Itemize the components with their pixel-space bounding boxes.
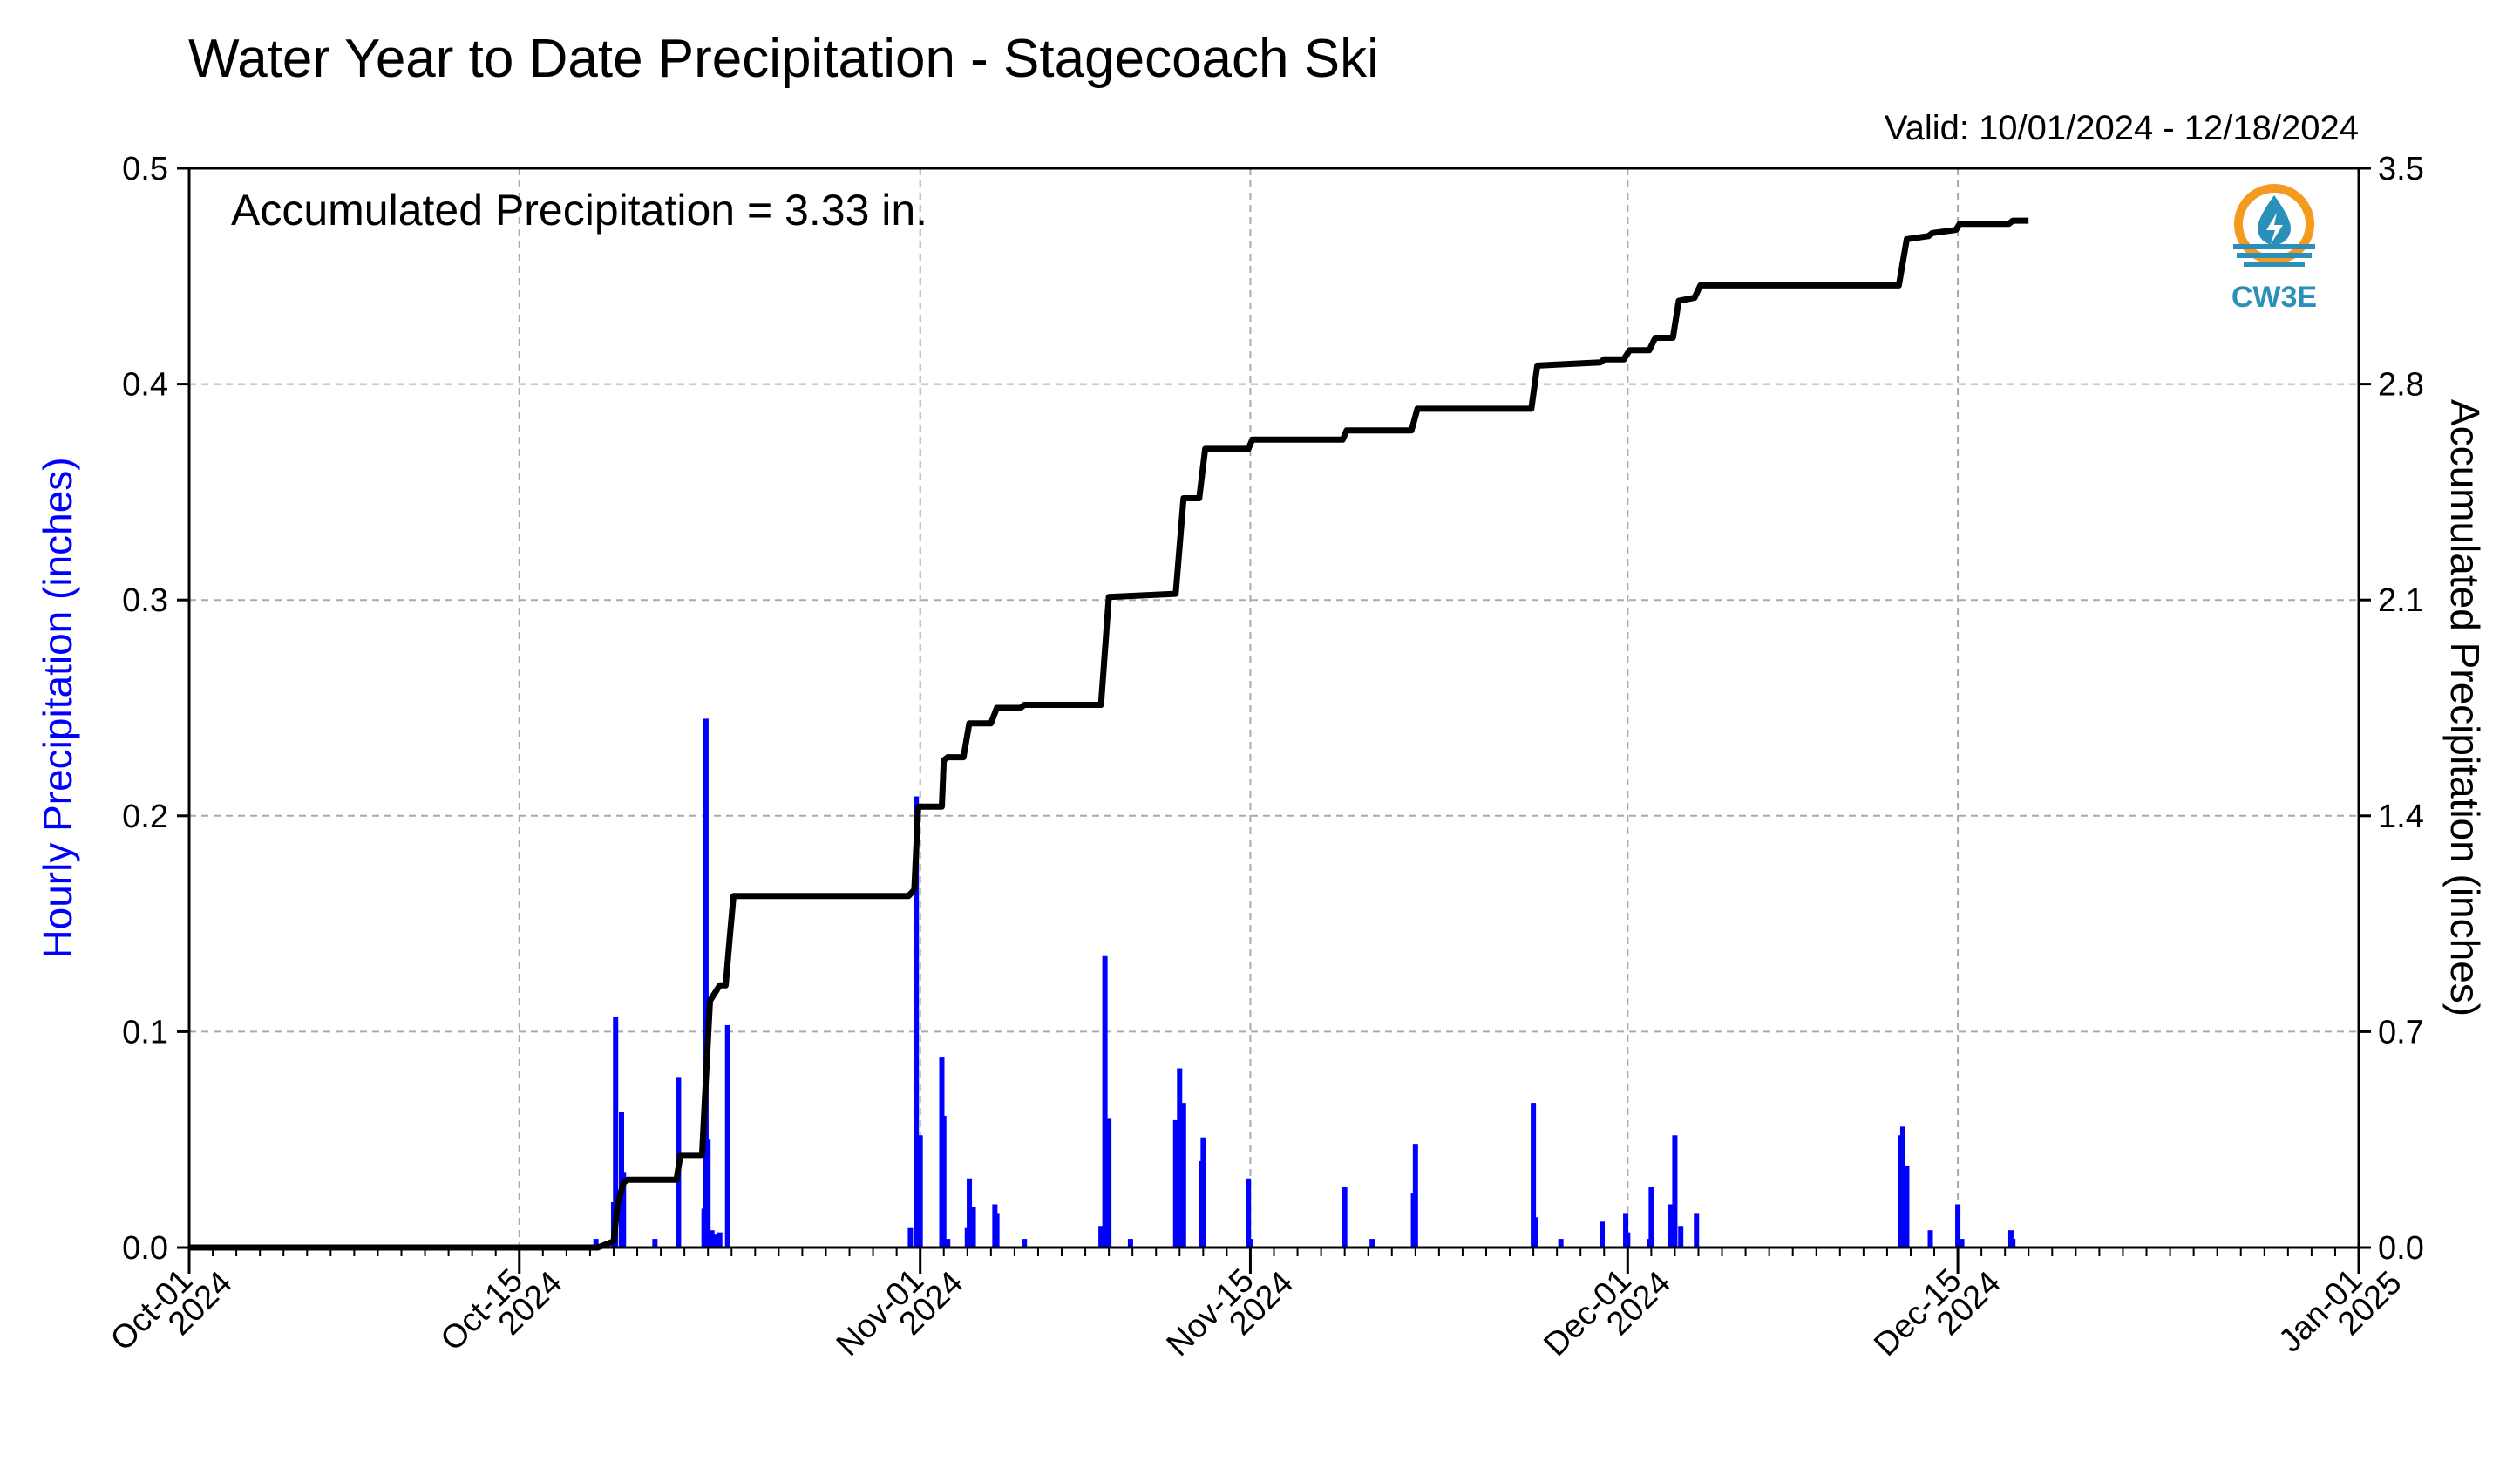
hourly-bar [1955,1204,1961,1248]
hourly-bar [1127,1239,1133,1248]
hourly-bar [621,1172,627,1248]
right-tick-label: 2.8 [2378,367,2424,404]
hourly-bar [1600,1221,1606,1248]
hourly-bar [1648,1187,1654,1248]
hourly-bar [1342,1187,1348,1248]
hourly-bar [1927,1230,1933,1248]
left-tick-label: 0.2 [122,799,168,835]
accumulated-series-line [189,217,2029,1251]
hourly-bar [1623,1213,1629,1248]
hourly-bar [1412,1144,1418,1248]
hourly-bar [907,1227,914,1248]
hourly-bar [1102,955,1108,1248]
left-tick-label: 0.4 [122,367,168,404]
hourly-bar [1904,1165,1910,1248]
left-tick-label: 0.5 [122,151,168,187]
hourly-bar [1558,1239,1564,1248]
hourly-bar [1672,1135,1678,1248]
hourly-bar [1022,1239,1028,1248]
axes: 0.0 0.1 0.2 0.3 0.4 0.5 0.0 0.7 1.4 2.1 2.8 3.5 Oct-… [104,151,2424,1363]
hourly-bar [1531,1103,1537,1248]
hourly-bar [1246,1178,1252,1248]
hourly-bar [945,1239,951,1248]
hourly-bar [1899,1126,1905,1248]
hourly-bar [967,1178,973,1248]
left-tick-label: 0.0 [122,1230,168,1267]
hourly-bar [994,1213,1000,1248]
logo-wave-3 [2244,262,2305,267]
hourly-bar [652,1239,658,1248]
hourly-bar [593,1239,599,1248]
plot-frame [187,167,2360,1249]
hourly-bar [1959,1239,1965,1248]
hourly-bar [1369,1239,1375,1248]
accumulated-total-annotation: Accumulated Precipitation = 3.33 in. [231,186,927,235]
right-tick-label: 2.1 [2378,582,2424,619]
hourly-bar [1180,1103,1186,1248]
right-tick-label: 1.4 [2378,799,2424,835]
right-tick-label: 0.7 [2378,1014,2424,1051]
hourly-bar [1678,1226,1684,1248]
hourly-bar [917,1135,923,1248]
left-axis-label: Hourly Precipitation (inches) [35,457,80,958]
hourly-bar [709,1230,715,1248]
hourly-bar [724,1024,730,1248]
hourly-bar [1625,1232,1631,1248]
hourly-bar [1106,1118,1112,1248]
hourly-bar [713,1234,719,1248]
left-tick-label: 0.1 [122,1014,168,1051]
hourly-bar [1177,1068,1183,1248]
right-tick-label: 3.5 [2378,151,2424,187]
hourly-bar [1668,1204,1674,1248]
hourly-bar [1172,1119,1178,1248]
hourly-bar [970,1206,976,1248]
grid-lines [189,168,2359,1248]
hourly-bar [1694,1213,1700,1248]
hourly-bar [1532,1217,1538,1248]
hourly-bar [703,718,709,1248]
accumulated-precipitation-line [189,217,2029,1251]
valid-date-range: Valid: 10/01/2024 - 12/18/2024 [1885,109,2359,147]
right-tick-label: 0.0 [2378,1230,2424,1267]
cw3e-logo: CW3E [2231,184,2317,314]
logo-text: CW3E [2231,281,2317,314]
logo-wave-1 [2233,244,2315,249]
right-axis-label: Accumulated Precipitation (inches) [2442,399,2488,1017]
hourly-bar [613,1017,619,1248]
hourly-bar [1200,1137,1206,1248]
logo-wave-2 [2237,253,2312,258]
hourly-bar [1247,1239,1253,1248]
hourly-bar [1098,1226,1104,1248]
left-tick-label: 0.3 [122,582,168,619]
chart-title: Water Year to Date Precipitation - Stage… [188,29,1379,89]
hourly-bar [717,1232,723,1248]
logo-bolt-icon [2266,213,2283,244]
hourly-bar [2010,1239,2016,1248]
hourly-bar [941,1115,947,1248]
hourly-precipitation-bars [593,718,2016,1248]
hourly-bar [705,1139,711,1248]
hourly-bar [914,796,920,1248]
